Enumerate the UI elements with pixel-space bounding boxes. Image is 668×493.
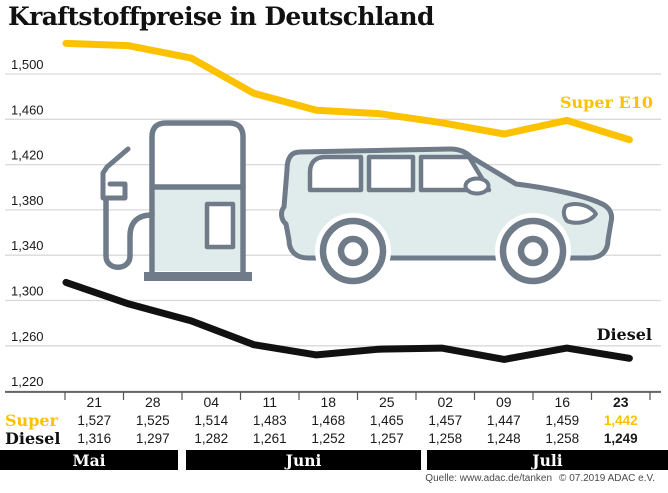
date-cell: 02 <box>437 394 454 410</box>
pump-base <box>144 272 252 281</box>
car-wheel-front <box>495 213 571 289</box>
x-axis <box>5 391 661 400</box>
month-bar-juli: Juli <box>427 450 668 470</box>
diesel-value-cell: 1,261 <box>252 431 287 446</box>
super-row-label: Super <box>5 411 58 430</box>
car-window-rear <box>307 154 364 193</box>
date-cell: 11 <box>262 394 278 410</box>
diesel-price-row: Diesel 1,316 1,297 1,282 1,261 1,252 1,2… <box>0 429 650 448</box>
diesel-value-cell: 1,282 <box>194 431 229 446</box>
date-row: 21 28 04 11 18 25 02 09 16 23 <box>0 394 650 410</box>
super-value-cell-latest: 1,442 <box>603 413 638 428</box>
diesel-value-cell: 1,252 <box>311 431 346 446</box>
y-axis-labels: 1,500 1,460 1,420 1,380 1,340 1,300 1,260 1,220 <box>11 57 44 389</box>
car-icon <box>279 146 615 289</box>
car-headlight <box>561 202 598 225</box>
date-cell: 21 <box>86 394 103 410</box>
date-cell: 09 <box>495 394 512 410</box>
date-cell-latest: 23 <box>612 394 629 410</box>
car-mirror <box>463 176 491 196</box>
month-bar-mai: Mai <box>0 450 178 470</box>
series-labels: Super E10 Diesel <box>560 93 653 344</box>
fuel-pump-icon <box>100 120 252 281</box>
series-lines <box>62 39 633 363</box>
car-wheel-rear <box>315 213 391 289</box>
svg-text:1,220: 1,220 <box>11 374 44 389</box>
diesel-value-cell-latest: 1,249 <box>603 431 638 446</box>
diesel-value-cell: 1,258 <box>428 431 463 446</box>
diesel-value-cell: 1,258 <box>545 431 580 446</box>
pump-window <box>204 201 236 250</box>
super-value-cell: 1,465 <box>369 413 404 428</box>
svg-text:1,260: 1,260 <box>11 329 44 344</box>
svg-text:1,380: 1,380 <box>11 193 44 208</box>
date-cell: 28 <box>144 394 161 410</box>
svg-text:1,420: 1,420 <box>11 148 44 163</box>
diesel-value-cell: 1,316 <box>77 431 112 446</box>
copyright-text: © 07.2019 ADAC e.V. <box>559 473 655 484</box>
super-value-cell: 1,527 <box>77 413 112 428</box>
diesel-value-cell: 1,257 <box>369 431 404 446</box>
svg-text:Super E10: Super E10 <box>560 93 653 112</box>
super-value-cell: 1,514 <box>194 413 229 428</box>
date-cell: 16 <box>554 394 571 410</box>
page-title: Kraftstoffpreise in Deutschland <box>8 2 434 31</box>
super-value-cell: 1,457 <box>428 413 463 428</box>
super-value-cell: 1,459 <box>545 413 580 428</box>
month-bar-juni: Juni <box>186 450 421 470</box>
svg-text:1,500: 1,500 <box>11 57 44 72</box>
super-price-row: Super 1,527 1,525 1,514 1,483 1,468 1,46… <box>0 411 650 430</box>
diesel-value-cell: 1,248 <box>486 431 521 446</box>
svg-text:1,300: 1,300 <box>11 284 44 299</box>
svg-text:1,460: 1,460 <box>11 102 44 117</box>
super-value-cell: 1,483 <box>252 413 287 428</box>
super-value-cell: 1,525 <box>135 413 170 428</box>
car-window-middle <box>366 154 416 193</box>
date-cell: 04 <box>203 394 220 410</box>
pump-nozzle <box>100 146 131 201</box>
super-value-cell: 1,447 <box>486 413 521 428</box>
super-value-cell: 1,468 <box>311 413 346 428</box>
svg-text:1,340: 1,340 <box>11 238 44 253</box>
date-cell: 25 <box>378 394 395 410</box>
source-line: Quelle: www.adac.de/tanken © 07.2019 ADAC… <box>418 473 655 484</box>
diesel-value-cell: 1,297 <box>135 431 170 446</box>
svg-text:Diesel: Diesel <box>597 325 652 344</box>
source-text: Quelle: www.adac.de/tanken <box>425 473 553 484</box>
date-cell: 18 <box>320 394 337 410</box>
diesel-row-label: Diesel <box>5 429 61 448</box>
pump-hose <box>103 196 155 270</box>
